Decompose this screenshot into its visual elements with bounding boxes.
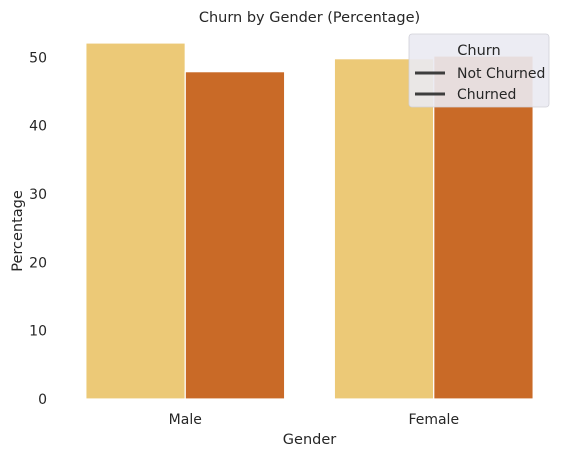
y-tick-label: 0	[38, 392, 47, 408]
x-tick-labels: Male Female	[169, 412, 459, 428]
bars-group	[85, 42, 534, 400]
legend-box	[408, 33, 550, 108]
y-tick-labels: 0 10 20 30 40 50	[29, 50, 47, 408]
x-tick-label: Female	[408, 412, 459, 428]
bar-churned-female	[433, 55, 534, 400]
bar-not-churned-female	[333, 58, 435, 400]
x-tick-label: Male	[169, 412, 202, 428]
legend-label-not-churned: Not Churned	[457, 66, 545, 82]
chart-title: Churn by Gender (Percentage)	[199, 10, 420, 26]
y-axis-label: Percentage	[10, 190, 26, 272]
y-tick-label: 10	[29, 324, 47, 340]
y-tick-label: 40	[29, 119, 47, 135]
x-axis-label: Gender	[283, 432, 336, 448]
legend-title: Churn	[457, 43, 500, 59]
y-tick-label: 50	[29, 50, 47, 66]
y-tick-label: 30	[29, 187, 47, 203]
legend: Churn Not Churned Churned	[408, 33, 550, 108]
legend-label-churned: Churned	[457, 87, 516, 103]
bar-not-churned-male	[85, 42, 186, 400]
bar-churned-male	[184, 71, 286, 400]
y-tick-label: 20	[29, 255, 47, 271]
legend-items: Not Churned Churned	[415, 66, 545, 103]
